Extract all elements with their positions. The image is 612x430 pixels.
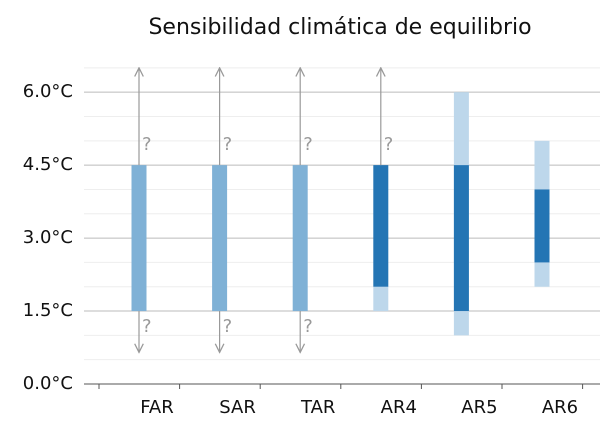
y-tick-label: 6.0°C [23,81,73,102]
likely-range [453,165,469,312]
x-tick-label: FAR [140,397,174,418]
unknown-mark: ? [223,134,233,155]
y-tick-label: 3.0°C [23,227,73,248]
unknown-mark: ? [142,316,152,337]
likely-range [131,165,147,312]
very-likely-range [373,286,389,312]
unknown-mark: ? [303,316,313,337]
x-tick-label: AR6 [542,397,578,418]
chart-title: Sensibilidad climática de equilibrio [148,15,531,40]
likely-range [534,189,550,263]
likely-range [292,165,308,312]
x-tick-label: AR5 [461,397,497,418]
unknown-mark: ? [142,134,152,155]
x-tick-label: TAR [300,397,335,418]
y-tick-label: 0.0°C [23,373,73,394]
unknown-mark: ? [384,134,394,155]
y-tick-label: 4.5°C [23,154,73,175]
x-tick-label: AR4 [381,397,417,418]
likely-range [373,165,389,287]
likely-range [212,165,228,312]
unknown-mark: ? [303,134,313,155]
unknown-mark: ? [223,316,233,337]
y-tick-label: 1.5°C [23,300,73,321]
x-tick-label: SAR [219,397,256,418]
